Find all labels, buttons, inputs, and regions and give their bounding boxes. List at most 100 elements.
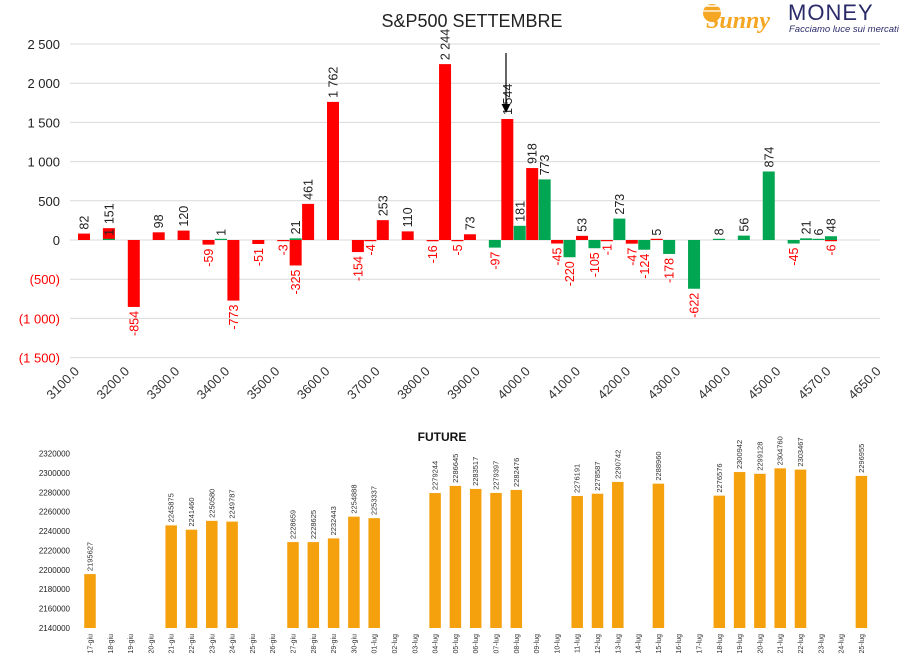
data-label: 2278587 [593,462,602,491]
x-tick-label: 22-giu [189,634,196,654]
future-bars [84,468,868,628]
sunny-money-logo: Sunny MONEY Facciamo luce sui mercati [700,0,900,35]
future-chart: FUTURE 2320000 2300000 2280000 2260000 22400… [39,430,868,654]
options-y-axis: 2 500 2 000 1 500 1 000 500 0 (500) (1 000) (1 5… [19,37,60,366]
x-tick-label: 22-lug [798,634,805,654]
bar [102,228,115,240]
data-label: 2 244 [439,29,453,60]
future-bar [510,489,523,628]
y-tick-label: (500) [30,272,60,287]
data-label: 461 [302,179,316,200]
data-label: -622 [688,293,702,318]
y-tick-label: (1 000) [19,311,60,326]
x-tick-label: 25-giu [250,634,257,654]
x-tick-label: 25-lug [859,634,866,654]
bar [588,240,601,249]
bar [825,236,837,240]
bar [289,240,302,266]
x-tick-label: 16-lug [676,634,683,654]
data-label: -97 [488,252,502,270]
x-tick-label: 20-giu [148,634,155,654]
data-label: 2232443 [329,506,338,535]
y-tick-label: 2260000 [39,508,71,517]
options-x-axis: 3100.0 3200.0 3300.0 3400.0 3500.0 3600.0 3700… [43,364,883,403]
data-label: 82 [78,216,92,230]
bar [451,240,464,242]
y-tick-label: 2280000 [39,488,71,497]
data-label: -854 [127,311,141,336]
x-tick-label: 20-lug [757,634,764,654]
data-label: 2283517 [471,457,480,486]
future-bar [327,538,340,628]
bar [638,240,651,250]
data-label: 2195627 [86,542,95,571]
bar [327,101,339,240]
future-bar [368,518,380,628]
data-label: 2288960 [654,451,663,480]
x-tick-label: 21-lug [778,634,785,654]
x-tick-label: 07-lug [494,634,501,654]
x-tick-label: 3300.0 [144,364,183,403]
data-label: 5 [650,229,664,236]
bar [252,240,265,244]
bar [463,234,476,240]
data-label: 181 [513,201,527,222]
y-tick-label: 2180000 [39,585,71,594]
bar [364,240,377,242]
data-label: -59 [202,249,216,267]
bar [663,240,676,254]
bar [576,235,588,240]
x-tick-label: 4300.0 [645,364,684,403]
bar [127,240,140,307]
bar [600,240,613,242]
x-tick-label: 4500.0 [745,364,784,403]
data-label: 874 [762,147,776,168]
bar [501,118,514,240]
sun-icon [700,4,724,22]
y-tick-label: (1 500) [19,351,60,366]
x-tick-label: 23-giu [209,634,216,654]
data-label: 2279244 [431,461,440,490]
bar [538,179,551,240]
x-tick-label: 18-giu [108,634,115,654]
bar [78,233,90,240]
arrow-marker-icon [501,53,511,113]
x-tick-label: 05-lug [453,634,460,654]
data-label: 2228659 [289,510,298,539]
bar [737,235,750,240]
data-label: -3 [277,244,291,255]
bar [302,203,315,240]
y-tick-label: 2140000 [39,624,71,633]
bar [227,240,240,301]
data-label: 2296955 [857,444,866,473]
data-label: 2228625 [309,510,318,539]
future-bar [754,473,766,628]
bar [526,168,539,240]
future-bar [429,493,441,628]
x-tick-label: 3500.0 [244,364,283,403]
future-bar [571,496,583,628]
future-bar [652,483,665,628]
data-label: 120 [177,206,191,227]
data-label: 53 [576,218,590,232]
data-label: 48 [825,218,839,232]
bar [214,238,227,240]
y-tick-label: 2160000 [39,605,71,614]
x-tick-label: 27-giu [291,634,298,654]
x-tick-label: 08-lug [514,634,521,654]
future-bar [307,542,320,628]
bar [401,231,414,240]
x-tick-label: 4000.0 [494,364,533,403]
x-tick-label: 15-lug [656,634,663,654]
bar [513,225,526,240]
bar [613,218,626,240]
x-tick-label: 3900.0 [444,364,483,403]
bar [426,240,439,242]
future-bar [449,485,462,628]
bar [812,238,825,240]
x-tick-label: 04-lug [433,634,440,654]
bar [551,240,564,244]
logo-tagline: Facciamo luce sui mercati [789,24,900,35]
x-tick-label: 23-lug [818,634,825,654]
